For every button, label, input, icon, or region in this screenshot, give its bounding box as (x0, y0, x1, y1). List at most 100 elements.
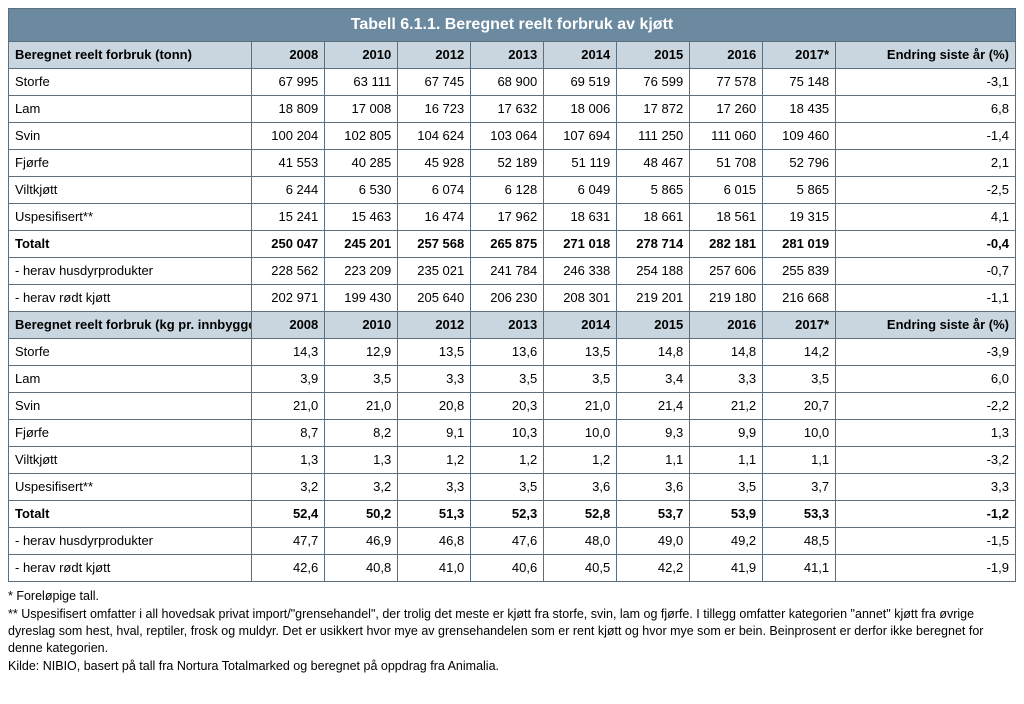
row-value: 40,6 (471, 555, 544, 582)
row-value: 104 624 (398, 123, 471, 150)
row-value: 49,2 (690, 528, 763, 555)
row-value: 51,3 (398, 501, 471, 528)
row-label: - herav rødt kjøtt (9, 555, 252, 582)
row-value: 48,0 (544, 528, 617, 555)
header-year: 2017* (763, 42, 836, 69)
row-value: 1,1 (690, 447, 763, 474)
row-value: 21,0 (252, 393, 325, 420)
row-value: 52,4 (252, 501, 325, 528)
row-value: 40,5 (544, 555, 617, 582)
row-label: Storfe (9, 339, 252, 366)
row-value: 10,0 (763, 420, 836, 447)
row-value: 235 021 (398, 258, 471, 285)
row-value: 77 578 (690, 69, 763, 96)
row-value: 3,5 (471, 474, 544, 501)
row-value: 48,5 (763, 528, 836, 555)
row-value: 3,9 (252, 366, 325, 393)
row-value: 216 668 (763, 285, 836, 312)
row-value: 3,7 (763, 474, 836, 501)
row-value: 9,1 (398, 420, 471, 447)
row-value: 14,8 (617, 339, 690, 366)
table-row: Svin100 204102 805104 624103 064107 6941… (9, 123, 1016, 150)
row-value: 51 119 (544, 150, 617, 177)
row-value: 18 661 (617, 204, 690, 231)
row-value: 8,2 (325, 420, 398, 447)
header-label: Beregnet reelt forbruk (kg pr. innbygger… (9, 312, 252, 339)
header-year: 2015 (617, 42, 690, 69)
row-value: 109 460 (763, 123, 836, 150)
row-value: 53,9 (690, 501, 763, 528)
row-value: 40,8 (325, 555, 398, 582)
row-change: -3,9 (836, 339, 1016, 366)
header-year: 2014 (544, 312, 617, 339)
row-value: 282 181 (690, 231, 763, 258)
row-value: 19 315 (763, 204, 836, 231)
row-value: 257 568 (398, 231, 471, 258)
row-change: 6,0 (836, 366, 1016, 393)
row-value: 18 631 (544, 204, 617, 231)
row-value: 6 074 (398, 177, 471, 204)
row-value: 100 204 (252, 123, 325, 150)
row-label: - herav rødt kjøtt (9, 285, 252, 312)
row-value: 17 962 (471, 204, 544, 231)
row-value: 3,2 (325, 474, 398, 501)
row-value: 3,3 (690, 366, 763, 393)
footnote-line: ** Uspesifisert omfatter i all hovedsak … (8, 606, 1016, 657)
row-change: -0,7 (836, 258, 1016, 285)
header-year: 2012 (398, 312, 471, 339)
table-row: Uspesifisert**3,23,23,33,53,63,63,53,73,… (9, 474, 1016, 501)
row-label: Storfe (9, 69, 252, 96)
table-row: Viltkjøtt1,31,31,21,21,21,11,11,1-3,2 (9, 447, 1016, 474)
row-value: 45 928 (398, 150, 471, 177)
row-value: 219 201 (617, 285, 690, 312)
row-change: -2,2 (836, 393, 1016, 420)
header-change: Endring siste år (%) (836, 312, 1016, 339)
row-value: 53,3 (763, 501, 836, 528)
row-value: 3,6 (544, 474, 617, 501)
row-value: 208 301 (544, 285, 617, 312)
row-value: 241 784 (471, 258, 544, 285)
row-value: 1,3 (325, 447, 398, 474)
header-year: 2017* (763, 312, 836, 339)
row-value: 13,5 (398, 339, 471, 366)
row-value: 18 435 (763, 96, 836, 123)
row-value: 111 250 (617, 123, 690, 150)
table-row: Lam18 80917 00816 72317 63218 00617 8721… (9, 96, 1016, 123)
row-value: 52,8 (544, 501, 617, 528)
header-label: Beregnet reelt forbruk (tonn) (9, 42, 252, 69)
footnotes: * Foreløpige tall.** Uspesifisert omfatt… (8, 588, 1016, 674)
row-value: 5 865 (763, 177, 836, 204)
row-change: -3,1 (836, 69, 1016, 96)
row-value: 9,3 (617, 420, 690, 447)
row-value: 16 474 (398, 204, 471, 231)
row-value: 254 188 (617, 258, 690, 285)
row-value: 46,8 (398, 528, 471, 555)
row-change: -1,4 (836, 123, 1016, 150)
row-value: 205 640 (398, 285, 471, 312)
row-value: 103 064 (471, 123, 544, 150)
table-header-row: Beregnet reelt forbruk (kg pr. innbygger… (9, 312, 1016, 339)
row-value: 3,5 (325, 366, 398, 393)
header-year: 2015 (617, 312, 690, 339)
row-label: Totalt (9, 231, 252, 258)
row-value: 20,7 (763, 393, 836, 420)
table-row: - herav rødt kjøtt42,640,841,040,640,542… (9, 555, 1016, 582)
row-value: 21,0 (544, 393, 617, 420)
table-row: Storfe14,312,913,513,613,514,814,814,2-3… (9, 339, 1016, 366)
table-row: Svin21,021,020,820,321,021,421,220,7-2,2 (9, 393, 1016, 420)
row-value: 41,1 (763, 555, 836, 582)
header-year: 2016 (690, 42, 763, 69)
row-value: 3,3 (398, 366, 471, 393)
row-value: 206 230 (471, 285, 544, 312)
row-value: 6 049 (544, 177, 617, 204)
row-value: 6 015 (690, 177, 763, 204)
row-value: 255 839 (763, 258, 836, 285)
header-year: 2008 (252, 42, 325, 69)
row-change: 6,8 (836, 96, 1016, 123)
row-value: 48 467 (617, 150, 690, 177)
header-year: 2014 (544, 42, 617, 69)
row-value: 47,7 (252, 528, 325, 555)
row-value: 67 995 (252, 69, 325, 96)
row-label: Fjørfe (9, 150, 252, 177)
row-value: 107 694 (544, 123, 617, 150)
